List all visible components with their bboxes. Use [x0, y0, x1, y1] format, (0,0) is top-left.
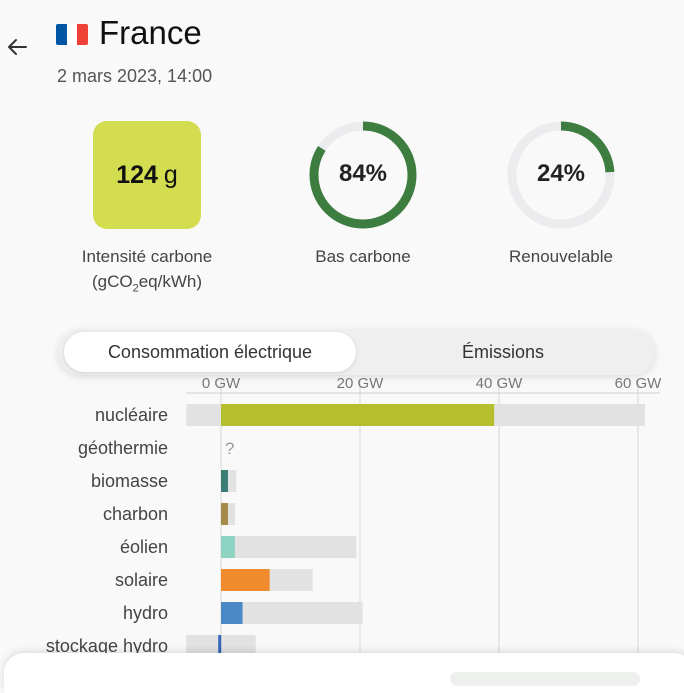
renewable-label: Renouvelable	[509, 247, 613, 266]
low-carbon-ring	[309, 121, 417, 229]
capacity-bar	[221, 635, 256, 657]
production-bar	[221, 503, 228, 525]
capacity-bar-negative	[186, 635, 221, 657]
production-bar	[221, 536, 235, 558]
category-label: nucléaire	[95, 405, 168, 425]
france-flag-icon	[56, 24, 88, 45]
production-bar	[221, 404, 495, 426]
category-label: solaire	[115, 570, 168, 590]
view-tabs: Consommation électrique Émissions	[58, 329, 655, 375]
renewable-ring	[507, 121, 615, 229]
category-label: charbon	[103, 504, 168, 524]
production-bar	[221, 602, 243, 624]
capacity-bar-negative	[186, 404, 221, 426]
low-carbon-ring-progress	[309, 121, 417, 229]
category-label: hydro	[123, 603, 168, 623]
category-label: stockage hydro	[46, 636, 168, 656]
carbon-intensity-label: Intensité carbone (gCO2eq/kWh)	[47, 244, 247, 301]
x-tick-label: 40 GW	[476, 375, 524, 392]
unknown-value-marker: ?	[225, 439, 234, 458]
x-tick-label: 20 GW	[337, 375, 385, 392]
carbon-intensity-label-line1: Intensité carbone	[81, 247, 213, 266]
category-label: géothermie	[78, 438, 168, 458]
production-bar	[221, 569, 270, 591]
carbon-intensity-label-line2: (gCO2eq/kWh)	[91, 272, 203, 295]
renewable-ring-progress	[507, 121, 615, 229]
category-label: biomasse	[91, 471, 168, 491]
tab-consumption[interactable]: Consommation électrique	[64, 332, 356, 372]
category-label: éolien	[120, 537, 168, 557]
carbon-intensity-badge: 124 g	[93, 121, 201, 229]
bottom-panel-pill	[450, 672, 640, 686]
production-bar	[221, 470, 228, 492]
country-name: France	[99, 14, 202, 51]
low-carbon-label: Bas carbone	[315, 247, 411, 266]
low-carbon-percent: 84%	[338, 160, 388, 187]
arrow-left-icon	[8, 39, 27, 55]
back-button[interactable]	[4, 34, 30, 60]
x-tick-label: 0 GW	[202, 375, 241, 392]
renewable-percent: 24%	[536, 160, 586, 187]
carbon-intensity-value: 124	[116, 160, 158, 189]
capacity-bar	[221, 536, 357, 558]
timestamp: 2 mars 2023, 14:00	[57, 66, 213, 86]
capacity-bar	[221, 602, 363, 624]
production-chart: 0 GW 20 GW 40 GW 60 GW nucléaire géothermie ? b…	[46, 375, 663, 657]
carbon-intensity-unit: g	[163, 160, 178, 189]
x-tick-label: 60 GW	[615, 375, 663, 392]
tab-emissions[interactable]: Émissions	[461, 341, 545, 362]
production-bar	[218, 635, 222, 657]
